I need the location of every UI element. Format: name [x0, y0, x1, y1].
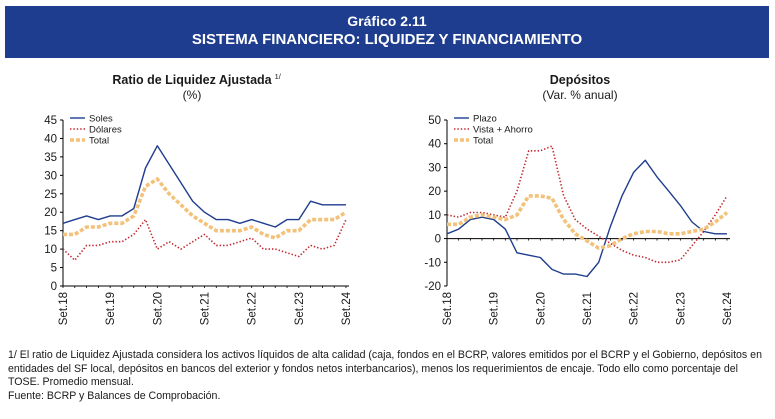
y-tick-label: 45: [44, 115, 57, 127]
y-tick-label: 20: [428, 186, 441, 198]
x-tick-label: Set.23: [294, 292, 306, 325]
panel-subtitle: (Var. % anual): [542, 88, 617, 102]
panel-title: Ratio de Liquidez Ajustada: [112, 73, 272, 87]
x-tick-label: Set.23: [675, 292, 687, 325]
x-tick-label: Set.19: [105, 292, 117, 325]
series-line-vista-ahorro: [446, 145, 728, 264]
x-tick-label: Set.21: [200, 292, 212, 325]
y-tick-label: 20: [44, 207, 57, 219]
footnote: 1/ El ratio de Liquidez Ajustada conside…: [8, 349, 762, 388]
y-tick-label: -10: [424, 257, 441, 269]
y-tick-label: 5: [51, 263, 57, 275]
chart-main-title: SISTEMA FINANCIERO: LIQUIDEZ Y FINANCIAM…: [191, 31, 583, 48]
panel-subtitle: (%): [183, 88, 202, 102]
panel-title: Depósitos: [550, 73, 610, 87]
y-tick-label: 0: [435, 234, 441, 246]
legend-label: Total: [89, 136, 109, 147]
y-tick-label: 25: [44, 189, 57, 201]
legend-label: Total: [473, 136, 493, 147]
x-tick-label: Set.24: [722, 291, 734, 325]
y-tick-label: 0: [51, 281, 57, 293]
series-line-d-lares: [62, 218, 347, 261]
y-tick-label: -20: [424, 281, 441, 293]
x-tick-label: Set.20: [152, 292, 164, 325]
chart-number: Gráfico 2.11: [347, 13, 427, 29]
legend-label: Dólares: [89, 125, 122, 136]
y-tick-label: 40: [44, 133, 57, 145]
x-tick-label: Set.24: [341, 291, 353, 325]
chart-header: Gráfico 2.11 SISTEMA FINANCIERO: LIQUIDE…: [5, 6, 769, 58]
x-tick-label: Set.20: [535, 292, 547, 325]
legend-label: Soles: [89, 114, 113, 125]
series-line-total: [447, 194, 729, 250]
x-tick-label: Set.18: [58, 292, 70, 325]
y-tick-label: 30: [44, 170, 57, 182]
series-line-plazo: [446, 159, 727, 278]
x-tick-label: Set.18: [442, 292, 454, 325]
y-tick-label: 30: [428, 162, 441, 174]
legend-label: Vista + Ahorro: [473, 125, 533, 136]
source-note: Fuente: BCRP y Balances de Comprobación.: [8, 389, 221, 402]
chart-notes: 1/ El ratio de Liquidez Ajustada conside…: [8, 349, 768, 403]
y-tick-label: 50: [428, 115, 441, 127]
x-tick-label: Set.21: [582, 292, 594, 325]
y-tick-label: 10: [428, 210, 441, 222]
legend-label: Plazo: [473, 114, 497, 125]
x-tick-label: Set.22: [629, 292, 641, 325]
panel-title-footnote: 1/: [275, 72, 282, 81]
series-line-soles: [62, 145, 346, 228]
series-line-total: [63, 177, 347, 240]
y-tick-label: 40: [428, 139, 441, 151]
y-tick-label: 15: [44, 226, 57, 238]
liquidity-ratio-chart: Ratio de Liquidez Ajustada 1/ (%) 0 5 10 15 20 2…: [44, 72, 353, 325]
x-tick-label: Set.22: [247, 292, 259, 325]
y-tick-label: 35: [44, 152, 57, 164]
y-tick-label: 10: [44, 244, 57, 256]
x-tick-label: Set.19: [489, 292, 501, 325]
deposits-chart: Depósitos(Var. % anual) -20 -10 0 10 20 30 40 50…: [424, 73, 734, 325]
